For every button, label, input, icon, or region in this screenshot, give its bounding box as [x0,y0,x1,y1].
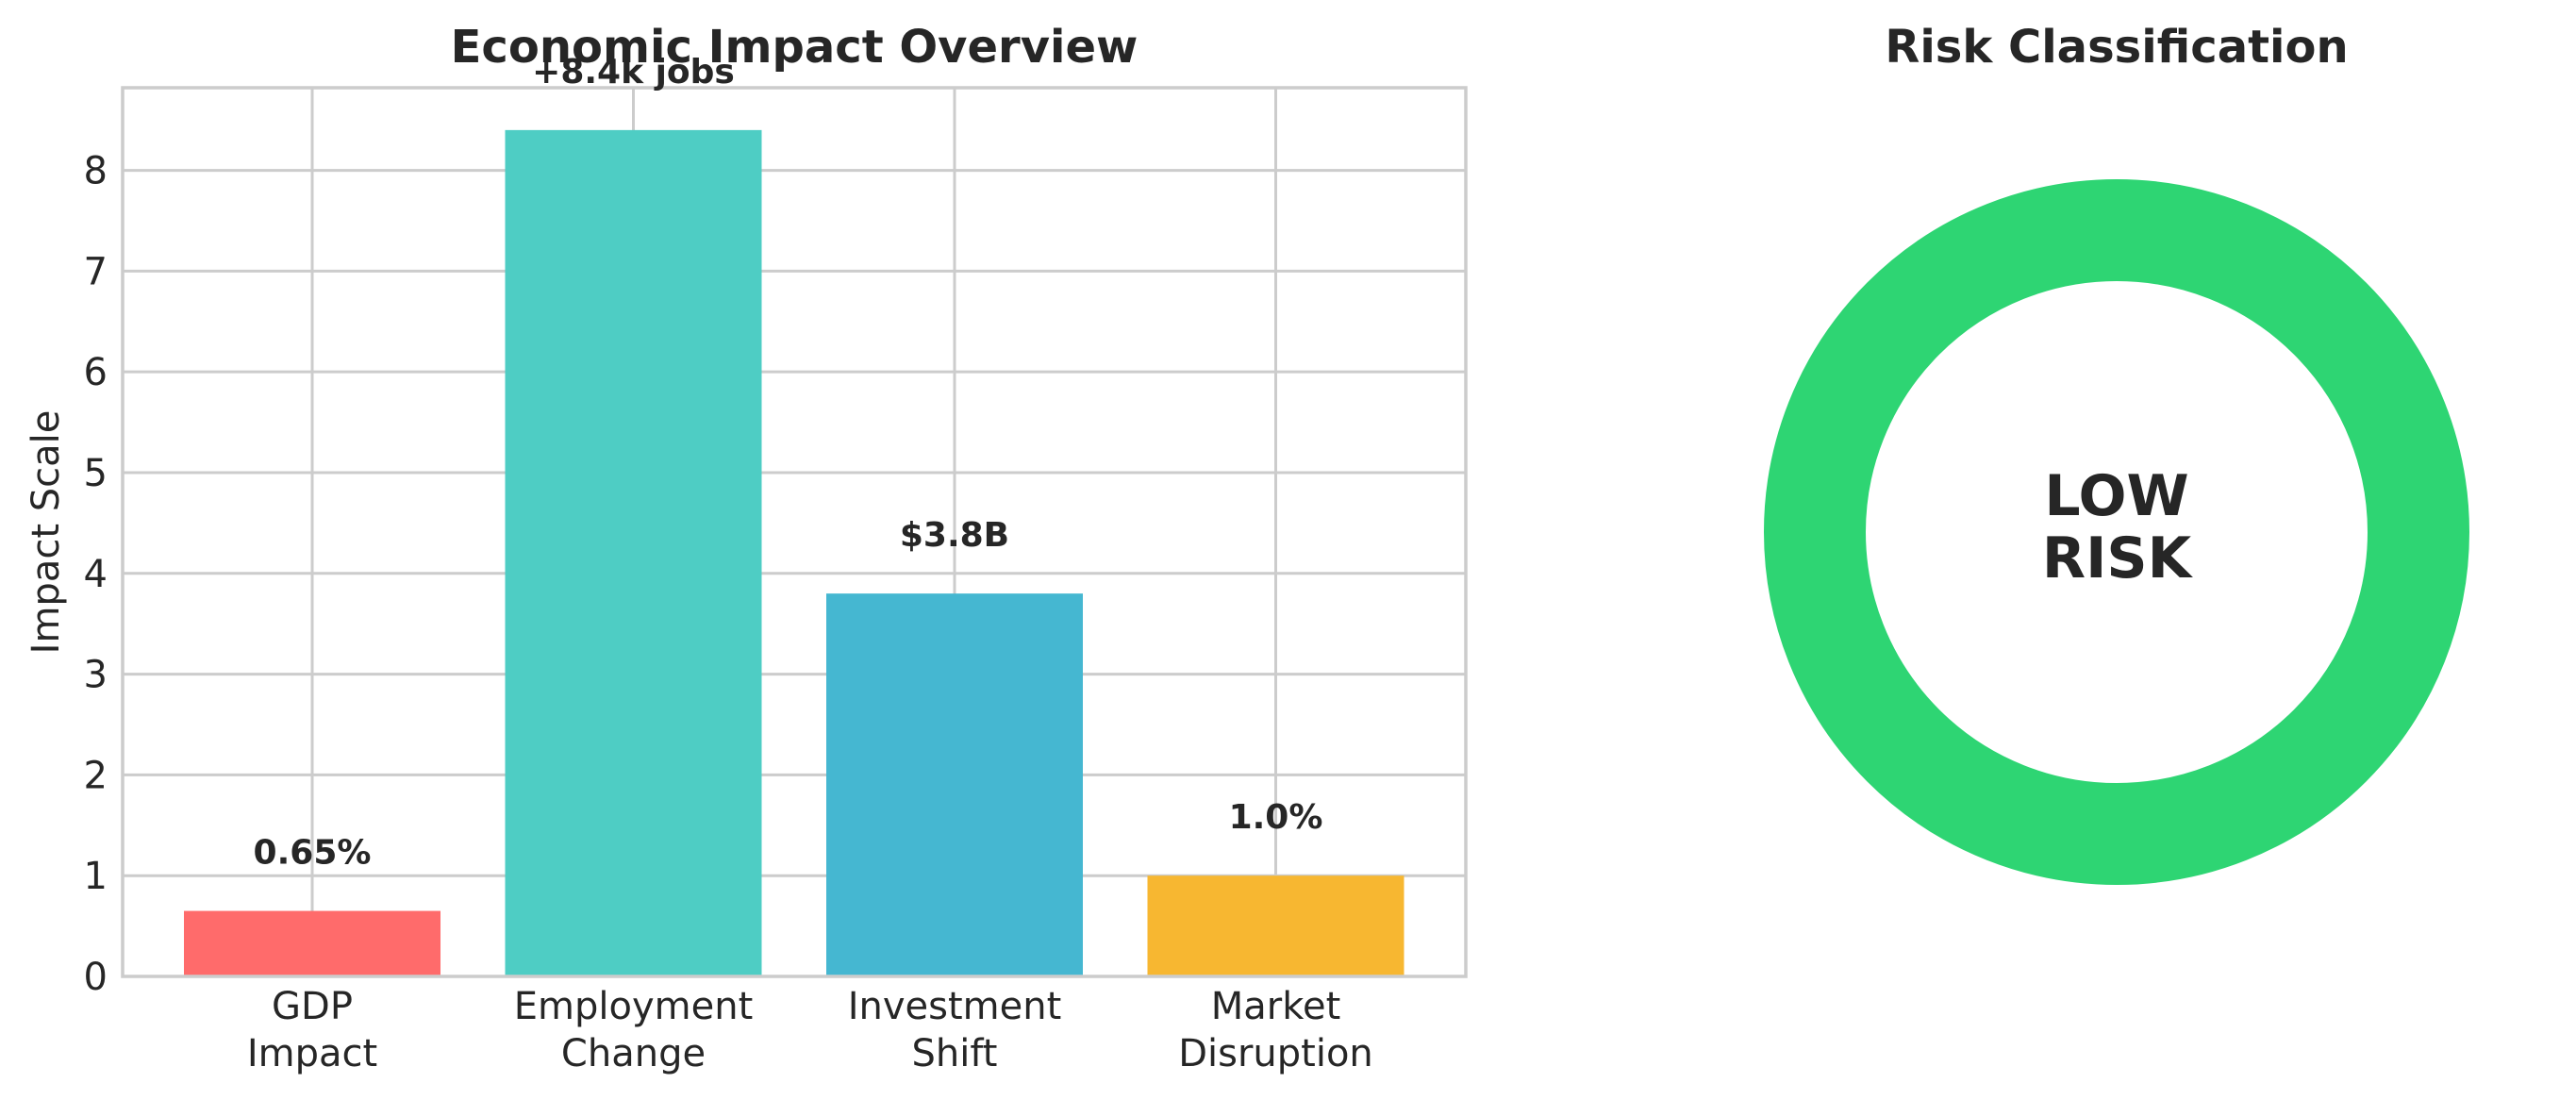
bar-investment-shift [826,593,1083,976]
y-tick-label: 6 [84,351,108,394]
data-label: 1.0% [1229,798,1323,837]
x-tick-label: Change [561,1032,706,1075]
risk-level-line-2: RISK [2042,525,2194,592]
x-tick-label: GDP [272,985,353,1028]
x-tick-label: Investment [848,985,1062,1028]
x-tick-label: Employment [514,985,754,1028]
x-tick-label: Impact [247,1032,377,1075]
y-tick-label: 8 [84,150,108,193]
data-label: $3.8B [900,516,1009,555]
data-label: 0.65% [254,834,372,873]
y-tick-labels: 0 1 2 3 4 5 6 7 8 [84,150,108,999]
x-tick-label: Disruption [1178,1032,1373,1075]
bar-chart-title: Economic Impact Overview [451,21,1138,74]
y-tick-label: 7 [84,250,108,293]
y-tick-label: 3 [84,654,108,697]
x-tick-label: Market [1211,985,1341,1028]
x-tick-label: Shift [912,1032,998,1075]
y-tick-label: 0 [84,956,108,999]
bar-gdp-impact [184,911,440,976]
bar-employment-change [506,130,762,976]
y-axis-label: Impact Scale [25,410,68,655]
y-tick-label: 2 [84,754,108,797]
bar-market-disruption [1148,875,1404,976]
donut-title: Risk Classification [1885,21,2348,74]
risk-level-line-1: LOW [2044,463,2188,529]
y-tick-label: 5 [84,452,108,495]
y-tick-label: 1 [84,855,108,898]
y-tick-label: 4 [84,553,108,596]
